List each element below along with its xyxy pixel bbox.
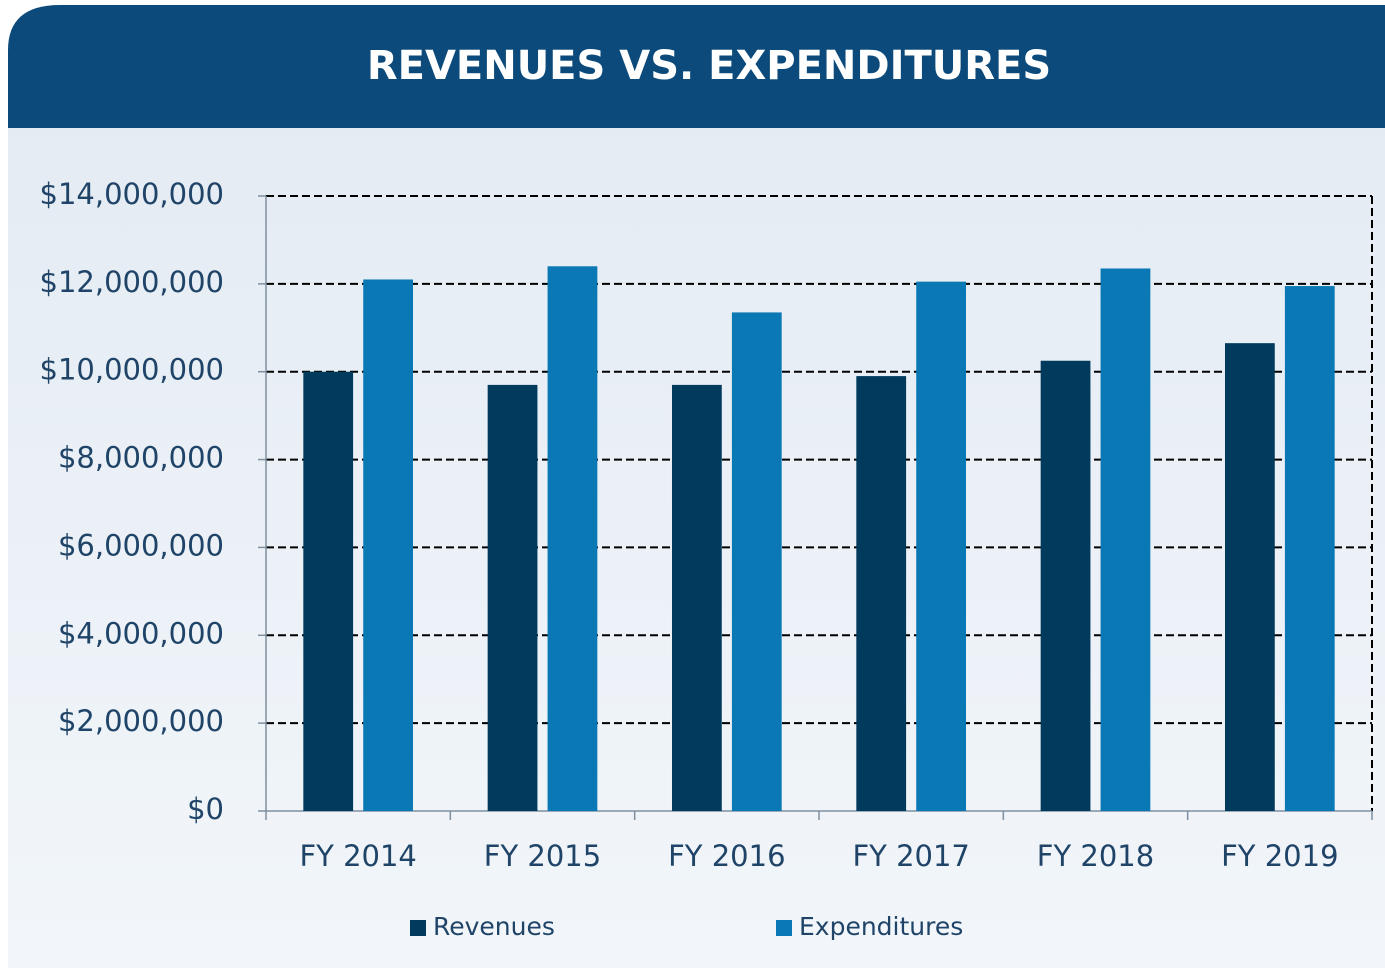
bar (731, 312, 782, 811)
legend-label: Revenues (433, 912, 555, 941)
bar (363, 279, 414, 811)
y-tick-label: $4,000,000 (58, 616, 224, 650)
bar (1100, 268, 1151, 811)
y-tick-label: $10,000,000 (40, 353, 225, 387)
bar (547, 266, 598, 811)
legend-label: Expenditures (799, 912, 963, 941)
bar (671, 384, 722, 811)
y-tick-label: $6,000,000 (58, 528, 224, 562)
x-tick-label: FY 2014 (299, 839, 416, 873)
x-tick-label: FY 2016 (668, 839, 785, 873)
y-tick-label: $0 (187, 792, 224, 826)
bar (487, 384, 538, 811)
bar (303, 371, 354, 811)
chart-title: REVENUES VS. EXPENDITURES (367, 43, 1051, 89)
y-tick-label: $12,000,000 (40, 265, 225, 299)
bar (856, 376, 907, 811)
x-tick-label: FY 2019 (1221, 839, 1338, 873)
bar (1284, 286, 1335, 811)
bar (1040, 360, 1091, 811)
y-tick-label: $2,000,000 (58, 704, 224, 738)
x-tick-label: FY 2018 (1037, 839, 1154, 873)
legend-swatch (776, 920, 792, 936)
y-tick-label: $14,000,000 (40, 177, 225, 211)
x-tick-label: FY 2015 (484, 839, 601, 873)
bar (916, 281, 967, 811)
header-band (8, 5, 1385, 128)
bar (1224, 343, 1275, 811)
legend-swatch (410, 920, 426, 936)
x-tick-label: FY 2017 (852, 839, 969, 873)
y-tick-label: $8,000,000 (58, 441, 224, 475)
